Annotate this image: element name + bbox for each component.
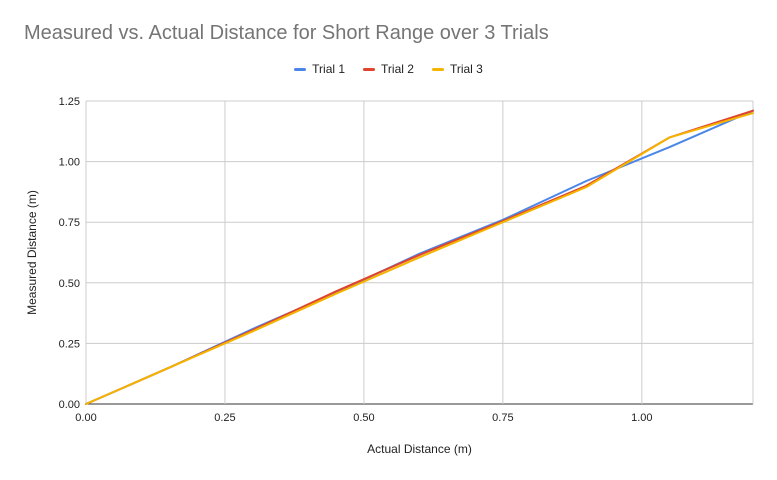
- legend-swatch-trial-2: [363, 67, 376, 71]
- y-tick-label: 0.75: [59, 217, 80, 229]
- legend-label-trial-2: Trial 2: [381, 62, 414, 76]
- gridlines: [85, 100, 754, 405]
- x-tick-label: 0.25: [214, 412, 235, 424]
- x-tick-label: 0.75: [492, 412, 513, 424]
- axes: 0.00 0.25 0.50 0.75 1.00 1.25 0.00 0.25 0.50 0.75…: [59, 96, 653, 424]
- x-tick-label: 0.50: [353, 412, 374, 424]
- legend: Trial 1 Trial 2 Trial 3: [0, 62, 777, 76]
- y-tick-label: 0.25: [59, 338, 80, 350]
- y-tick-label: 1.00: [59, 157, 80, 169]
- y-tick-label: 1.25: [59, 96, 80, 108]
- chart-title: Measured vs. Actual Distance for Short R…: [24, 22, 549, 44]
- legend-item-trial-2[interactable]: Trial 2: [363, 62, 414, 76]
- x-tick-label: 1.00: [631, 412, 652, 424]
- legend-item-trial-3[interactable]: Trial 3: [431, 62, 483, 76]
- y-axis-title: Measured Distance (m): [25, 190, 39, 315]
- y-tick-label: 0.00: [59, 399, 80, 411]
- legend-swatch-trial-1: [294, 67, 307, 71]
- legend-swatch-trial-3: [431, 67, 444, 71]
- x-axis-title: Actual Distance (m): [367, 442, 472, 456]
- legend-label-trial-3: Trial 3: [449, 62, 483, 76]
- y-tick-label: 0.50: [59, 278, 80, 290]
- legend-item-trial-1[interactable]: Trial 1: [294, 62, 345, 76]
- x-tick-label: 0.00: [75, 412, 96, 424]
- series-line-trial-3: [85, 112, 754, 405]
- legend-label-trial-1: Trial 1: [312, 62, 346, 76]
- series-layer: [85, 109, 754, 405]
